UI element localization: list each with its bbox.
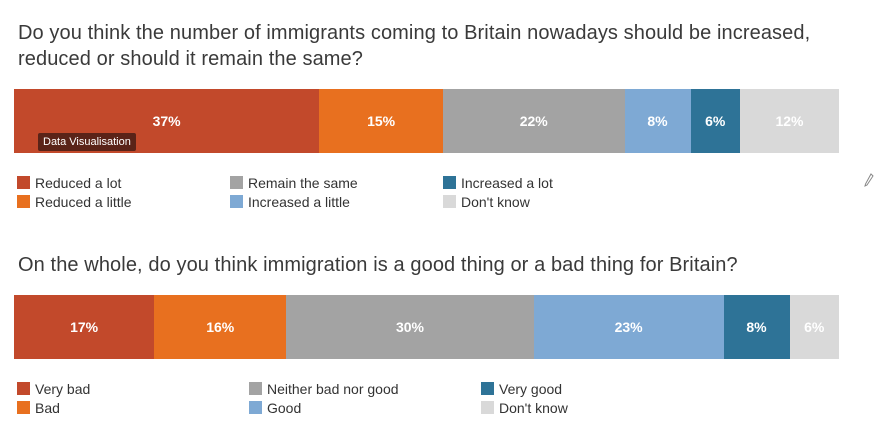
legend-label: Very bad (35, 380, 91, 397)
legend-swatch (249, 401, 262, 414)
legend-swatch (443, 176, 456, 189)
legend-item[interactable]: Remain the same (230, 173, 443, 192)
legend-swatch (443, 195, 456, 208)
bar-segment-very-good[interactable]: 8% (723, 295, 790, 359)
bar-segment-remain-the-same[interactable]: 22% (443, 89, 625, 153)
data-label: 30% (395, 319, 425, 335)
legend-item[interactable]: Increased a little (230, 192, 443, 211)
data-label: 23% (614, 319, 643, 335)
tooltip: Data Visualisation (38, 133, 136, 151)
legend-item[interactable]: Reduced a lot (17, 173, 230, 192)
pencil-icon[interactable] (864, 172, 874, 188)
data-label: 12% (775, 113, 804, 129)
bar-segment-bad[interactable]: 16% (154, 295, 287, 359)
chart-2-legend: Very bad Bad Neither bad nor good Good Very … (17, 379, 717, 417)
chart-1-title: Do you think the number of immigrants co… (18, 22, 811, 70)
data-label: 15% (367, 113, 396, 129)
bar-segment-don-t-know[interactable]: 6% (789, 295, 839, 359)
legend-swatch (481, 382, 494, 395)
legend-item[interactable]: Very bad (17, 379, 249, 398)
legend-item[interactable]: Good (249, 398, 481, 417)
legend-item[interactable]: Don't know (481, 398, 713, 417)
legend-label: Neither bad nor good (267, 380, 399, 397)
legend-swatch (230, 176, 243, 189)
bar-segment-don-t-know[interactable]: 12% (740, 89, 839, 153)
legend-item[interactable]: Bad (17, 398, 249, 417)
bar-segment-increased-a-little[interactable]: 8% (624, 89, 691, 153)
legend-label: Bad (35, 399, 60, 416)
data-label: 16% (206, 319, 235, 335)
legend-item[interactable]: Neither bad nor good (249, 379, 481, 398)
legend-label: Very good (499, 380, 563, 397)
legend-label: Increased a little (248, 193, 350, 210)
legend-swatch (230, 195, 243, 208)
chart-2-stacked-bar: 17% 16% 30% 23% 8% 6% (14, 295, 839, 359)
legend-swatch (249, 382, 262, 395)
data-label: 6% (705, 113, 726, 129)
legend-item[interactable]: Very good (481, 379, 713, 398)
legend-label: Don't know (499, 399, 568, 416)
legend-label: Increased a lot (461, 174, 553, 191)
legend-swatch (17, 176, 30, 189)
bar-segment-reduced-a-little[interactable]: 15% (319, 89, 443, 153)
legend-swatch (481, 401, 494, 414)
bar-segment-very-bad[interactable]: 17% (14, 295, 155, 359)
data-label: 22% (519, 113, 548, 129)
legend-swatch (17, 401, 30, 414)
data-label: 37% (152, 113, 181, 129)
legend-swatch (17, 195, 30, 208)
legend-label: Reduced a lot (35, 174, 122, 191)
data-label: 8% (746, 319, 767, 335)
bar-segment-neither-bad-nor-good[interactable]: 30% (286, 295, 534, 359)
chart-1-stacked-bar: 37% 15% 22% 8% 6% 12% (14, 89, 839, 153)
chart-2-title: On the whole, do you think immigration i… (18, 254, 738, 276)
data-label: 6% (804, 319, 825, 335)
legend-label: Don't know (461, 193, 530, 210)
legend-swatch (17, 382, 30, 395)
bar-segment-increased-a-lot[interactable]: 6% (690, 89, 740, 153)
legend-item[interactable]: Reduced a little (17, 192, 230, 211)
bar-segment-good[interactable]: 23% (533, 295, 724, 359)
legend-item[interactable]: Don't know (443, 192, 656, 211)
legend-label: Good (267, 399, 302, 416)
legend-label: Remain the same (248, 174, 358, 191)
data-label: 8% (647, 113, 668, 129)
chart-1-legend: Reduced a lot Reduced a little Remain the … (17, 173, 717, 211)
legend-item[interactable]: Increased a lot (443, 173, 656, 192)
legend-label: Reduced a little (35, 193, 132, 210)
data-label: 17% (70, 319, 99, 335)
